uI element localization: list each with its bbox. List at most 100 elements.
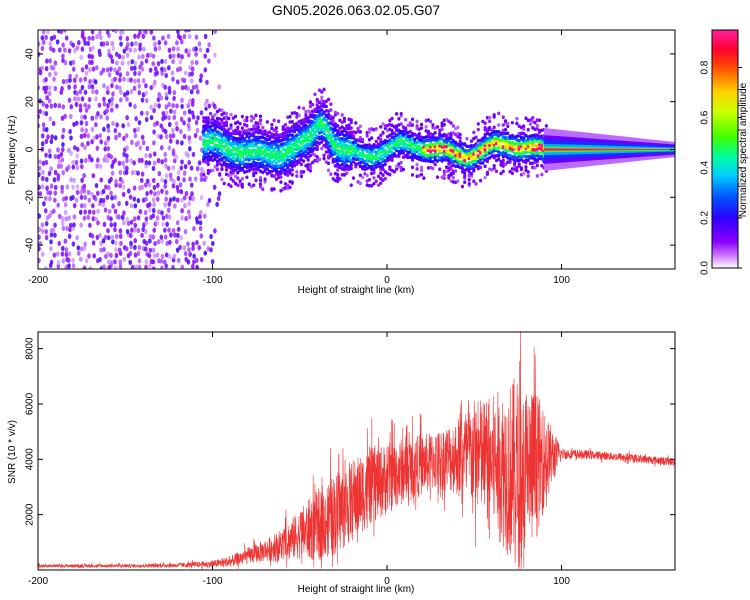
spectrogram-cell (187, 48, 192, 54)
spectrogram-cell (136, 140, 140, 146)
spectrogram-cell (469, 171, 474, 176)
spectrogram-cell (56, 202, 61, 208)
spectrogram-cell (415, 162, 419, 167)
spectrogram-cell (61, 170, 66, 176)
spectrogram-cell (331, 176, 335, 181)
spectrogram-cell (125, 229, 130, 235)
spectrogram-cell (68, 227, 72, 233)
spectrogram-cell (98, 30, 102, 36)
spectrogram-cell (83, 241, 87, 247)
spectrogram-cell (125, 145, 129, 151)
spectrogram-cell (107, 72, 112, 78)
spectrogram-cell (144, 159, 149, 166)
spectrogram-cell (133, 133, 138, 139)
spectrogram-cell (392, 135, 396, 139)
spectrogram-cell (118, 263, 123, 269)
spectrogram-cell (125, 36, 130, 42)
spectrogram-cell (295, 170, 299, 174)
spectrogram-cell (111, 239, 115, 245)
spectrogram-cell (126, 77, 131, 83)
spectrogram-cell (129, 77, 133, 83)
spectrogram-cell (115, 103, 119, 109)
spectrogram-cell (329, 102, 333, 106)
spectrogram-cell (311, 123, 315, 127)
spectrogram-cell (82, 188, 87, 194)
spectrogram-cell (130, 139, 134, 145)
spectrogram-cell (522, 136, 526, 140)
spectrogram-cell (245, 162, 249, 167)
spectrogram-cell (172, 114, 177, 121)
spectrogram-cell (252, 134, 256, 138)
spectrogram-cell (182, 110, 187, 116)
spectrogram-cell (315, 97, 319, 102)
spectrogram-cell (144, 90, 149, 96)
spectrogram-cell (381, 130, 385, 135)
spectrogram-cell (188, 251, 192, 258)
spectrogram-cell (132, 85, 137, 91)
spectrogram-cell (157, 171, 162, 177)
spectrogram-cell (447, 138, 451, 143)
spectrogram-cell (119, 240, 123, 246)
spectrogram-cell (38, 213, 42, 219)
spectrogram-cell (515, 156, 519, 160)
spectrogram-cell (256, 146, 260, 150)
spectrogram-cell (38, 246, 41, 252)
spectrogram-cell (229, 184, 233, 188)
spectrogram-cell (167, 145, 172, 151)
spectrogram-cell (80, 177, 84, 183)
spectrogram-cell (164, 163, 168, 169)
spectrogram-cell (172, 109, 177, 115)
spectrogram-cell (220, 133, 224, 137)
spectrogram-cell (245, 118, 249, 123)
spectrogram-cell (207, 42, 211, 48)
spectrogram-cell (137, 70, 142, 77)
spectrogram-cell (79, 189, 84, 195)
spectrogram-cell (183, 164, 188, 170)
spectrogram-cell (474, 135, 478, 140)
spectrogram-cell (469, 139, 474, 143)
spectrogram-cell (372, 176, 376, 180)
spectrogram-cell (349, 130, 353, 134)
spectrogram-cell (535, 174, 539, 178)
spectrogram-cell (202, 116, 206, 120)
spectrogram-cell (192, 253, 196, 259)
spectrogram-cell (379, 125, 383, 129)
spectrogram-cell (47, 148, 52, 154)
spectrogram-cell (274, 161, 278, 165)
spectrogram-cell (196, 89, 200, 95)
spectrogram-cell (64, 251, 69, 258)
spectrogram-cell (132, 216, 137, 222)
spectrogram-cell (515, 151, 519, 156)
spectrogram-cell (308, 104, 313, 109)
spectrogram-cell (449, 167, 453, 171)
spectrogram-cell (167, 214, 172, 220)
spectrogram-cell (67, 48, 72, 54)
spectrogram-cell (440, 145, 444, 149)
spectrogram-cell (358, 124, 362, 129)
spectrogram-cell (297, 113, 301, 118)
spectrogram-cell (176, 169, 181, 175)
colorbar: 0.00.20.40.60.8 Normalized spectral ampl… (700, 29, 749, 275)
spectrogram-cell (286, 173, 290, 177)
spectrogram-cell (440, 127, 444, 132)
spectrogram-cell (367, 177, 372, 182)
spectrogram-cell (94, 122, 98, 128)
spectrogram-cell (71, 194, 75, 201)
spectrogram-cell (299, 129, 303, 134)
spectrogram-cell (198, 47, 203, 53)
spectrogram-cell (107, 208, 112, 215)
spectrogram-cell (52, 252, 57, 258)
spectrogram-cell (338, 137, 342, 141)
spectrogram-cell (218, 172, 222, 176)
spectrogram-cell (75, 45, 80, 51)
spectrogram-cell (205, 47, 210, 53)
spectrogram-cell (49, 259, 54, 265)
spectrogram-cell (97, 102, 102, 108)
spectrogram-cell (152, 160, 157, 166)
spectrogram-cell (94, 96, 98, 102)
spectrogram-cell (190, 59, 195, 66)
spectrogram-cell (451, 175, 455, 180)
spectrogram-cell (90, 233, 95, 239)
spectrogram-cell (91, 173, 96, 179)
spectrogram-cell (152, 184, 157, 191)
